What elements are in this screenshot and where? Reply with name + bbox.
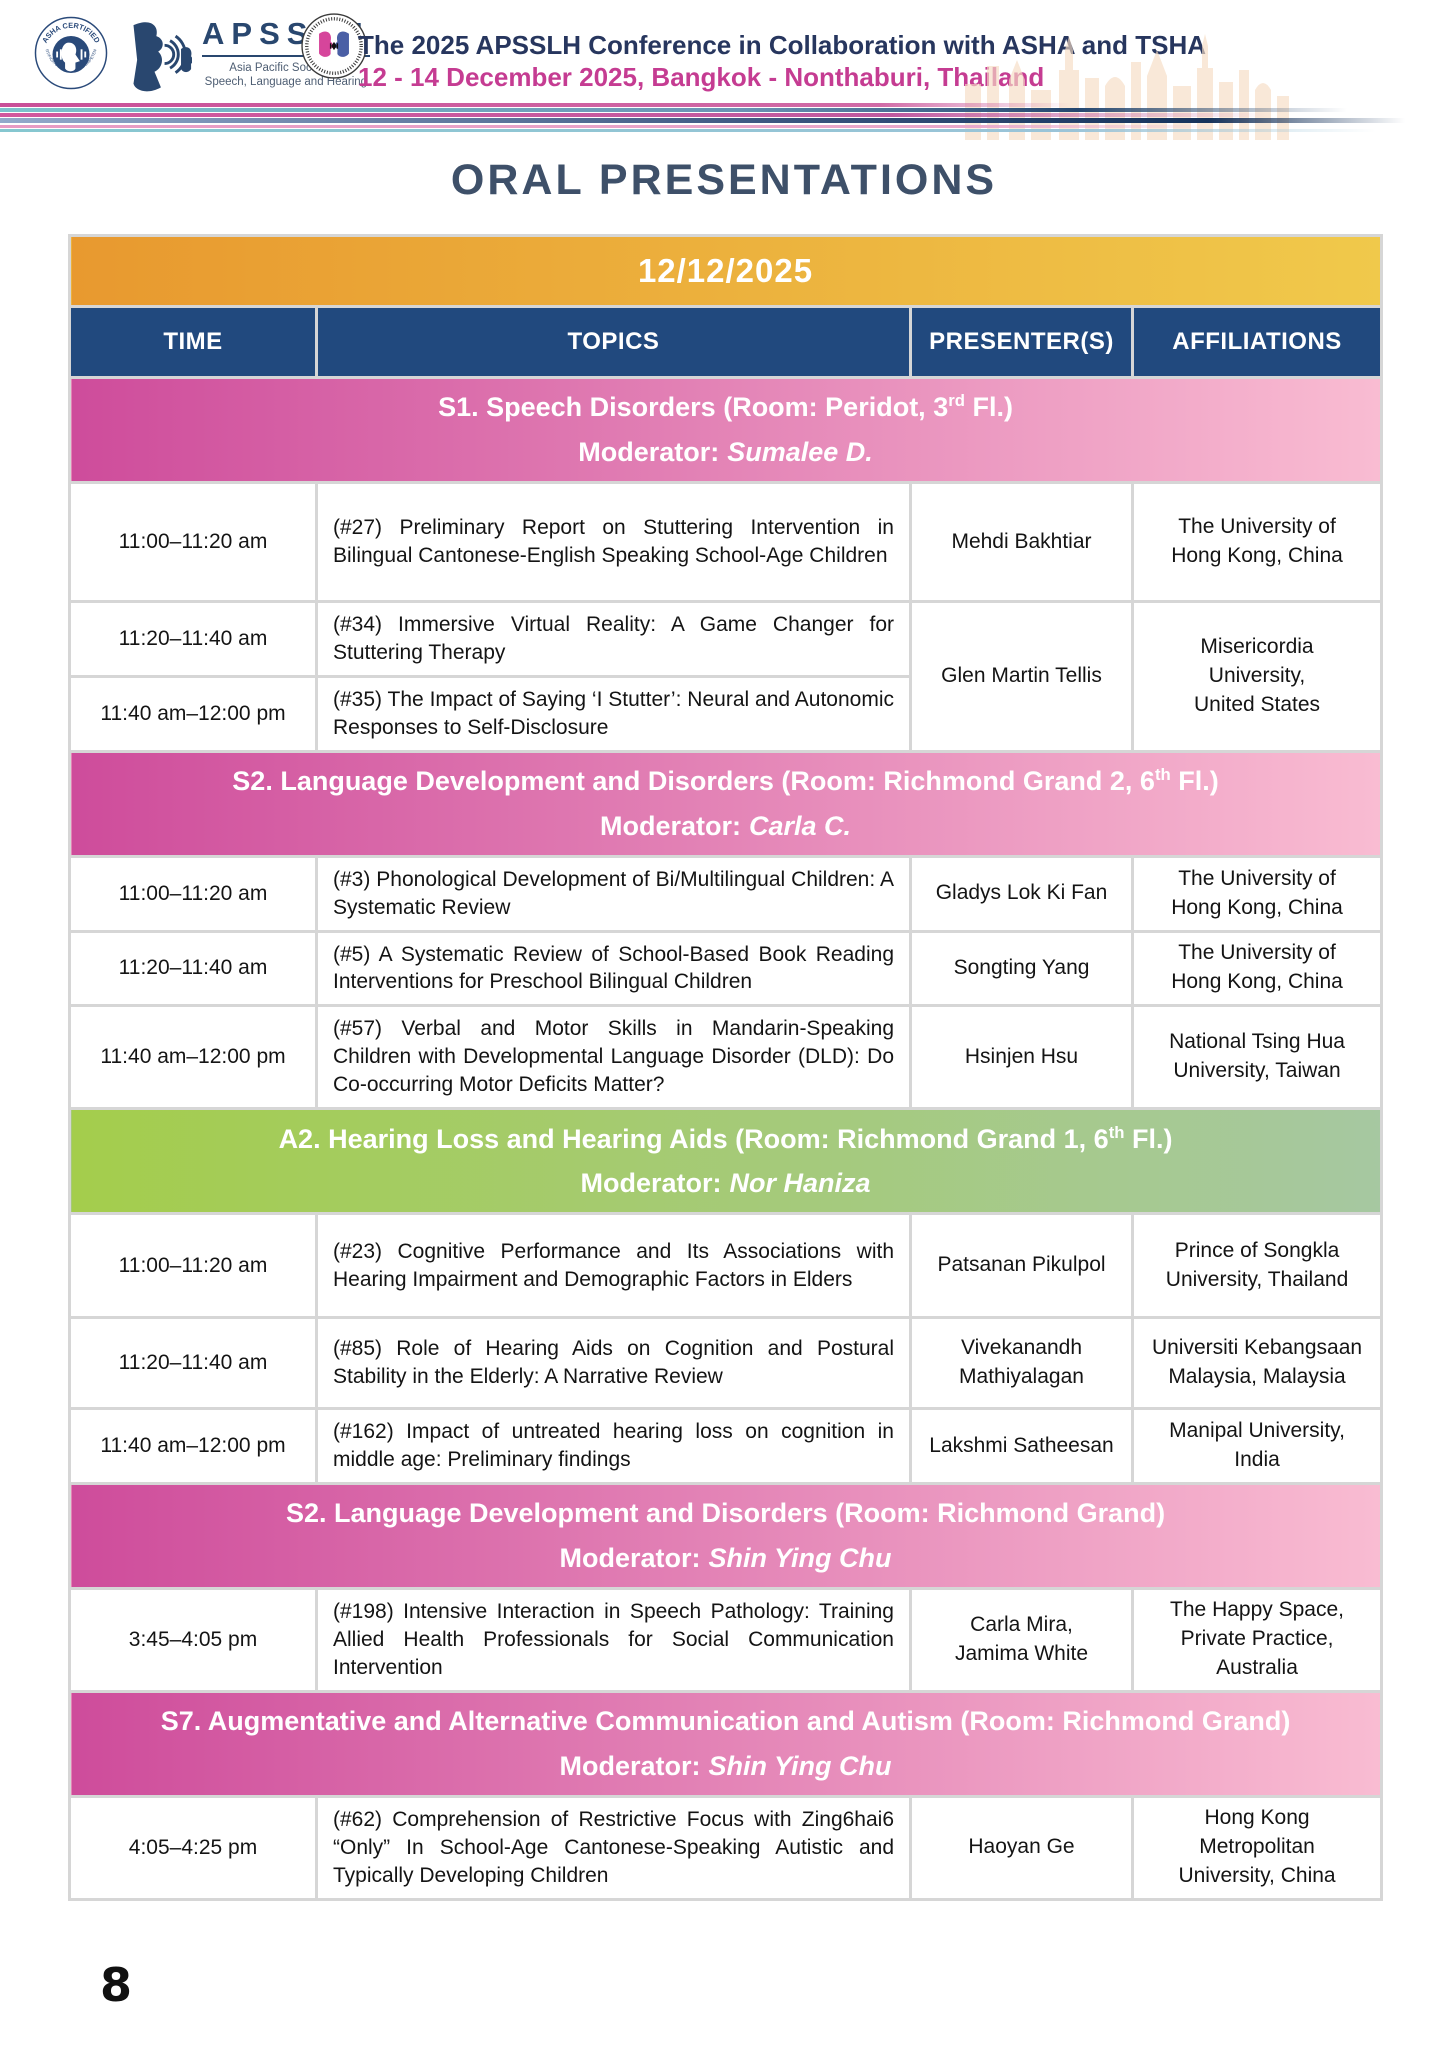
- column-header-time: TIME: [68, 305, 318, 379]
- table-row: 11:40 am–12:00 pm (#35) The Impact of Sa…: [68, 674, 1382, 753]
- date-banner-row: 12/12/2025: [67, 234, 1384, 308]
- table-row: 11:40 am–12:00 pm (#162) Impact of untre…: [68, 1407, 1384, 1485]
- time-cell: 11:40 am–12:00 pm: [68, 1004, 318, 1111]
- stripe-light-pink: [0, 125, 1217, 128]
- apsslh-logo-icon: [133, 22, 192, 92]
- table-row: 11:20–11:40 am (#85) Role of Hearing Aid…: [68, 1316, 1384, 1411]
- moderator-line: Moderator: Shin Ying Chu: [559, 1750, 892, 1781]
- asha-certified-badge-icon: ASHA CERTIFIED CERTIFICATE OF CLINICAL C…: [34, 16, 108, 90]
- column-header-affiliations: AFFILIATIONS: [1130, 305, 1384, 379]
- moderator-line: Moderator: Shin Ying Chu: [559, 1542, 892, 1573]
- topic-cell: (#23) Cognitive Performance and Its Asso…: [315, 1212, 912, 1320]
- presenter-cell: Patsanan Pikulpol: [909, 1212, 1134, 1320]
- topic-cell: (#34) Immersive Virtual Reality: A Game …: [315, 600, 912, 678]
- moderator-line: Moderator: Nor Haniza: [580, 1168, 871, 1199]
- presenter-cell: Gladys Lok Ki Fan: [909, 854, 1134, 933]
- presenter-cell: Haoyan Ge: [909, 1794, 1134, 1901]
- time-cell: 11:40 am–12:00 pm: [68, 1407, 318, 1485]
- affiliation-cell: Prince of Songkla University, Thailand: [1130, 1212, 1384, 1320]
- schedule-table: 12/12/2025 TIME TOPICS PRESENTER(S) AFFI…: [67, 234, 1384, 1901]
- moderator-line: Moderator: Sumalee D.: [578, 437, 873, 467]
- presenter-cell: Lakshmi Satheesan: [909, 1407, 1134, 1485]
- stripe-pink: [0, 113, 1275, 117]
- affiliation-cell: Manipal University, India: [1130, 1407, 1384, 1485]
- apsslh-logo: APSSLH Asia Pacific Society of Speech, L…: [128, 16, 370, 102]
- table-row: 11:00–11:20 am (#27) Preliminary Report …: [68, 481, 1384, 603]
- time-cell: 11:00–11:20 am: [68, 1212, 318, 1320]
- time-cell: 11:20–11:40 am: [68, 600, 318, 678]
- header-bar: ASHA CERTIFIED CERTIFICATE OF CLINICAL C…: [0, 0, 1448, 150]
- topic-cell: (#5) A Systematic Review of School-Based…: [315, 929, 912, 1008]
- column-header-row: TIME TOPICS PRESENTER(S) AFFILIATIONS: [68, 305, 1384, 379]
- session-band-s7: S7. Augmentative and Alternative Communi…: [67, 1689, 1384, 1798]
- affiliation-cell: The University of Hong Kong, China: [1130, 854, 1384, 933]
- presenter-cell: Carla Mira, Jamima White: [909, 1586, 1134, 1693]
- presenter-cell: Vivekanandh Mathiyalagan: [909, 1316, 1134, 1411]
- presenter-cell: Songting Yang: [909, 929, 1134, 1008]
- session-band-s2-afternoon: S2. Language Development and Disorders (…: [67, 1481, 1384, 1590]
- table-row: 11:40 am–12:00 pm (#57) Verbal and Motor…: [68, 1004, 1384, 1111]
- session-band-s2: S2. Language Development and Disorders (…: [67, 749, 1384, 858]
- page-number: 8: [100, 1958, 133, 2012]
- stripe-magenta: [0, 103, 1072, 107]
- affiliation-cell: National Tsing Hua University, Taiwan: [1130, 1004, 1384, 1111]
- affiliation-cell: Universiti Kebangsaan Malaysia, Malaysia: [1130, 1316, 1384, 1411]
- topic-cell: (#85) Role of Hearing Aids on Cognition …: [315, 1316, 912, 1411]
- session-title: S2. Language Development and Disorders (…: [232, 765, 1219, 797]
- topic-cell: (#35) The Impact of Saying ‘I Stutter’: …: [315, 674, 912, 753]
- time-cell: 3:45–4:05 pm: [68, 1586, 318, 1693]
- stripe-navy: [0, 118, 1405, 123]
- affiliation-cell: Hong Kong Metropolitan University, China: [1130, 1794, 1384, 1901]
- conference-title-line1: The 2025 APSSLH Conference in Collaborat…: [358, 30, 1206, 60]
- decorative-stripes: [0, 103, 1448, 145]
- time-cell: 4:05–4:25 pm: [68, 1794, 318, 1901]
- topic-cell: (#162) Impact of untreated hearing loss …: [315, 1407, 912, 1485]
- topic-cell: (#27) Preliminary Report on Stuttering I…: [315, 481, 912, 603]
- session-title: S1. Speech Disorders (Room: Peridot, 3rd…: [438, 391, 1013, 423]
- table-row: 11:00–11:20 am (#23) Cognitive Performan…: [68, 1212, 1384, 1320]
- page-title: ORAL PRESENTATIONS: [450, 156, 998, 204]
- session-title: A2. Hearing Loss and Hearing Aids (Room:…: [278, 1122, 1173, 1154]
- session-band-s1: S1. Speech Disorders (Room: Peridot, 3rd…: [67, 376, 1384, 484]
- presenter-cell: Hsinjen Hsu: [909, 1004, 1134, 1111]
- topic-cell: (#57) Verbal and Motor Skills in Mandari…: [315, 1004, 912, 1111]
- table-row: 4:05–4:25 pm (#62) Comprehension of Rest…: [68, 1794, 1384, 1901]
- time-cell: 11:20–11:40 am: [68, 929, 318, 1008]
- table-row: 11:20–11:40 am (#34) Immersive Virtual R…: [68, 600, 1384, 753]
- table-row: 11:20–11:40 am (#5) A Systematic Review …: [68, 929, 1384, 1008]
- session-band-a2: A2. Hearing Loss and Hearing Aids (Room:…: [67, 1107, 1384, 1216]
- date-banner: 12/12/2025: [67, 234, 1384, 308]
- stripe-light-blue: [0, 129, 1376, 132]
- affiliation-cell: The University of Hong Kong, China: [1130, 481, 1384, 603]
- presenter-cell: Mehdi Bakhtiar: [909, 481, 1134, 603]
- topic-cell: (#62) Comprehension of Restrictive Focus…: [315, 1794, 912, 1901]
- conference-title-line2: 12 - 14 December 2025, Bangkok - Nonthab…: [358, 62, 1045, 92]
- conference-circle-logo-icon: [301, 13, 367, 79]
- affiliation-cell: Misericordia University, United States: [1130, 600, 1384, 753]
- moderator-line: Moderator: Carla C.: [600, 810, 852, 841]
- affiliation-cell: The University of Hong Kong, China: [1130, 929, 1384, 1008]
- topic-cell: (#3) Phonological Development of Bi/Mult…: [315, 854, 912, 933]
- session-title: S7. Augmentative and Alternative Communi…: [160, 1706, 1291, 1737]
- column-header-topics: TOPICS: [315, 305, 912, 379]
- table-row: 3:45–4:05 pm (#198) Intensive Interactio…: [68, 1586, 1384, 1693]
- affiliation-cell: The Happy Space, Private Practice, Austr…: [1130, 1586, 1384, 1693]
- table-row: 11:00–11:20 am (#3) Phonological Develop…: [68, 854, 1384, 933]
- time-cell: 11:00–11:20 am: [68, 854, 318, 933]
- time-cell: 11:00–11:20 am: [68, 481, 318, 603]
- column-header-presenters: PRESENTER(S): [909, 305, 1134, 379]
- presenter-cell: Glen Martin Tellis: [909, 600, 1134, 753]
- time-cell: 11:40 am–12:00 pm: [68, 674, 318, 753]
- topic-cell: (#198) Intensive Interaction in Speech P…: [315, 1586, 912, 1693]
- stripe-teal-navy: [0, 108, 1347, 112]
- time-cell: 11:20–11:40 am: [68, 1316, 318, 1411]
- apsslh-subtitle: Asia Pacific Society of Speech, Language…: [204, 62, 368, 89]
- session-title: S2. Language Development and Disorders (…: [285, 1498, 1166, 1529]
